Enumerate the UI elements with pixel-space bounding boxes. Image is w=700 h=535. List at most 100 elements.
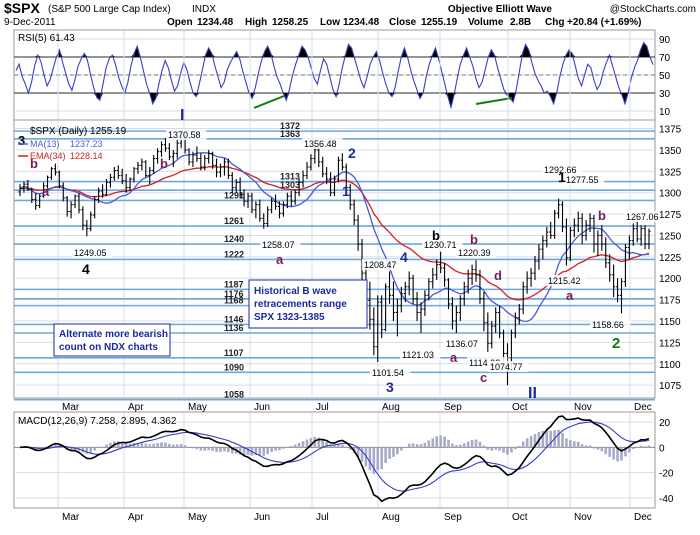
price-label: 1249.05 — [74, 248, 107, 258]
macd-hist-bar — [223, 447, 226, 451]
price-x-tick: Aug — [382, 402, 400, 413]
macd-hist-bar — [439, 436, 442, 448]
macd-hist-bar — [227, 447, 230, 452]
rsi-title: RSI(5) 61.43 — [18, 33, 75, 44]
macd-hist-bar — [494, 447, 497, 449]
price-label: 1258.07 — [262, 240, 295, 250]
macd-hist-bar — [463, 443, 466, 447]
open-label: Open — [167, 17, 193, 28]
macd-hist-bar — [93, 447, 96, 450]
macd-x-tick: Jul — [316, 512, 329, 523]
macd-hist-bar — [447, 440, 450, 448]
chart-exchange: INDX — [192, 4, 216, 15]
macd-x-tick: Aug — [382, 512, 400, 523]
macd-x-tick: Mar — [62, 512, 80, 523]
macd-hist-bar — [608, 447, 611, 457]
wave-label: 1 — [558, 169, 566, 185]
close-label: Close — [389, 17, 417, 28]
macd-hist-bar — [589, 446, 592, 448]
fib-level-label: 1107 — [224, 348, 244, 358]
macd-hist-bar — [176, 444, 179, 447]
wave-label: a — [566, 288, 574, 303]
volume-label: Volume — [468, 17, 504, 28]
ema34-legend-value: 1228.14 — [70, 151, 103, 161]
macd-hist-bar — [561, 433, 564, 448]
macd-hist-bar — [97, 447, 100, 448]
wave-label: b — [160, 156, 168, 171]
rsi-y-tick: 70 — [659, 53, 671, 64]
price-label: 1356.48 — [304, 139, 337, 149]
macd-hist-bar — [577, 442, 580, 448]
macd-hist-bar — [376, 447, 379, 470]
price-x-tick: Jun — [254, 402, 270, 413]
macd-hist-bar — [105, 445, 108, 448]
macd-hist-bar — [337, 444, 340, 447]
macd-hist-bar — [416, 444, 419, 447]
macd-hist-bar — [597, 447, 600, 449]
macd-hist-bar — [333, 446, 336, 448]
macd-hist-bar — [282, 447, 285, 448]
wave-label: I — [180, 107, 184, 124]
price-x-tick: Apr — [128, 402, 144, 413]
price-y-tick: 1225 — [659, 253, 682, 264]
rsi-y-tick: 90 — [659, 35, 671, 46]
macd-hist-bar — [219, 447, 222, 452]
macd-hist-bar — [215, 447, 218, 452]
price-x-tick: Jul — [316, 402, 329, 413]
macd-hist-bar — [266, 447, 269, 454]
wave-label: d — [494, 268, 502, 283]
price-y-tick: 1375 — [659, 125, 682, 136]
macd-hist-bar — [145, 444, 148, 448]
macd-hist-bar — [302, 441, 305, 447]
macd-hist-bar — [424, 443, 427, 448]
macd-hist-bar — [274, 447, 277, 450]
macd-hist-bar — [644, 446, 647, 447]
fib-level-label: 1363 — [280, 129, 300, 139]
macd-hist-bar — [604, 447, 607, 454]
macd-y-tick: -40 — [659, 494, 674, 505]
price-y-tick: 1350 — [659, 146, 682, 157]
price-label: 1220.39 — [458, 248, 491, 258]
macd-hist-bar — [502, 447, 505, 452]
macd-hist-bar — [306, 440, 309, 448]
macd-hist-bar — [459, 445, 462, 448]
macd-hist-bar — [270, 447, 273, 452]
wave-label: b — [598, 208, 606, 223]
macd-hist-bar — [278, 447, 281, 450]
macd-hist-bar — [211, 447, 214, 451]
macd-hist-bar — [412, 443, 415, 447]
rsi-y-tick: 50 — [659, 71, 671, 82]
macd-hist-bar — [487, 447, 490, 450]
macd-hist-bar — [89, 447, 92, 452]
macd-hist-bar — [479, 442, 482, 448]
wave-label: 2 — [612, 335, 620, 352]
macd-hist-bar — [490, 447, 493, 450]
macd-hist-bar — [200, 447, 203, 450]
price-x-tick: Sep — [444, 402, 462, 413]
price-x-tick: Oct — [512, 402, 528, 413]
macd-hist-bar — [345, 447, 348, 448]
macd-hist-bar — [321, 440, 324, 448]
macd-x-tick: May — [188, 512, 207, 523]
high-value: 1258.25 — [272, 17, 309, 28]
macd-hist-bar — [396, 447, 399, 454]
fib-level-label: 1090 — [224, 362, 244, 372]
fib-level-label: 1291 — [224, 190, 244, 200]
macd-hist-bar — [408, 444, 411, 448]
copyright-text: @StockCharts.com — [610, 4, 696, 15]
ema34-legend: EMA(34) 1228.14 — [18, 151, 103, 161]
macd-hist-bar — [585, 445, 588, 447]
price-x-tick: Dec — [634, 402, 652, 413]
macd-hist-bar — [581, 444, 584, 447]
fib-level-label: 1136 — [224, 323, 244, 333]
price-label: 1101.54 — [372, 368, 404, 378]
macd-hist-bar — [483, 446, 486, 448]
price-y-tick: 1175 — [659, 296, 681, 307]
macd-hist-bar — [203, 447, 206, 450]
macd-hist-bar — [259, 447, 262, 455]
price-y-tick: 1275 — [659, 210, 682, 221]
macd-hist-bar — [262, 447, 265, 455]
price-x-tick: May — [188, 402, 207, 413]
ma13-legend-value: 1237.23 — [70, 139, 103, 149]
